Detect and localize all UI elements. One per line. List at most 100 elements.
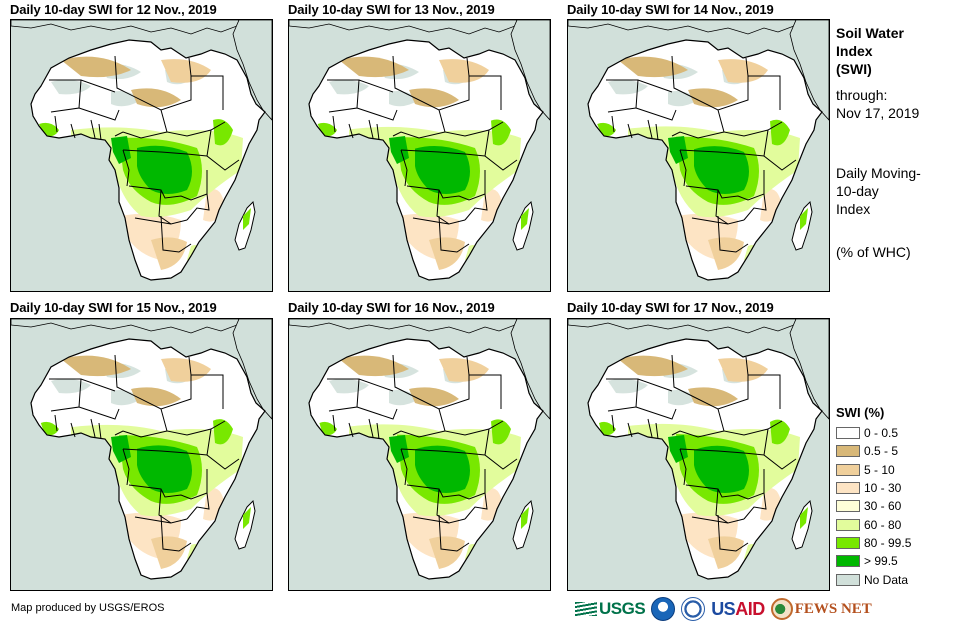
noaa-logo-icon — [651, 597, 676, 621]
country-border — [655, 123, 659, 141]
country-border — [717, 408, 783, 436]
panel-title-5: Daily 10-day SWI for 16 Nov., 2019 — [288, 300, 495, 315]
wet-zone — [111, 136, 131, 164]
legend-swatch — [836, 463, 860, 476]
country-border — [655, 422, 659, 440]
country-border — [134, 217, 172, 225]
panel-title-4: Daily 10-day SWI for 15 Nov., 2019 — [10, 300, 217, 315]
arabia-outline — [789, 20, 829, 121]
country-border — [679, 149, 687, 187]
country-border — [54, 115, 58, 133]
country-border — [671, 354, 749, 410]
map-panel-1 — [10, 19, 273, 292]
country-border — [717, 109, 783, 137]
legend-label: 0 - 0.5 — [864, 426, 899, 441]
country-border — [206, 129, 240, 171]
dry-zone — [688, 88, 738, 108]
country-border — [122, 149, 208, 157]
country-border — [332, 414, 336, 432]
country-border — [436, 189, 466, 225]
map-panel-4 — [10, 318, 273, 591]
country-border — [392, 354, 470, 410]
country-border — [78, 406, 120, 420]
swi-layer — [319, 355, 529, 569]
country-border — [206, 428, 240, 470]
usaid-us-text: US — [711, 598, 736, 619]
country-border — [438, 514, 470, 552]
dry-zone — [61, 355, 131, 377]
panel-title-6: Daily 10-day SWI for 17 Nov., 2019 — [567, 300, 774, 315]
legend-item: No Data — [836, 570, 911, 588]
africa-coastline — [587, 338, 823, 580]
country-border — [438, 215, 470, 253]
country-border — [691, 217, 729, 225]
country-border — [90, 418, 96, 438]
country-border — [464, 492, 488, 520]
country-border — [356, 107, 398, 121]
fewsnet-logo: FEWS NET — [770, 598, 872, 620]
sidebar-title: Soil Water Index (SWI) — [836, 24, 904, 78]
wet-zone — [319, 421, 337, 436]
dry-zone — [429, 237, 465, 270]
dry-zone — [618, 355, 688, 377]
wet-zone — [111, 435, 131, 463]
country-border — [158, 189, 188, 225]
wet-zone — [137, 445, 192, 493]
usgs-logo: USGS — [575, 599, 646, 619]
arabia-outline — [510, 319, 550, 420]
legend-label: 60 - 80 — [864, 517, 902, 532]
europe-outline — [568, 319, 797, 334]
legend-item: 0.5 - 5 — [836, 442, 911, 460]
map-panel-5 — [288, 318, 551, 591]
europe-outline — [289, 319, 518, 334]
wet-zone — [694, 445, 749, 493]
legend-swatch — [836, 573, 860, 586]
country-border — [392, 131, 446, 139]
country-border — [400, 149, 408, 187]
description-block: Daily Moving- 10-day Index — [836, 164, 921, 218]
country-border — [368, 418, 374, 438]
sidebar-title-line-2: Index — [836, 43, 873, 59]
dry-zone — [161, 59, 211, 83]
usaid-aid-text: AID — [735, 598, 765, 619]
country-border — [469, 75, 502, 110]
africa-map — [11, 20, 272, 291]
dry-zone — [339, 355, 409, 377]
madagascar-wet-zone — [800, 507, 808, 529]
country-border — [122, 448, 130, 486]
madagascar-wet-zone — [800, 208, 808, 230]
country-border — [158, 488, 188, 524]
country-border — [122, 149, 130, 187]
country-border — [114, 354, 192, 410]
country-border — [114, 430, 168, 438]
legend-swatch — [836, 518, 860, 531]
swi-layer — [597, 56, 808, 270]
madagascar-wet-zone — [521, 208, 529, 230]
usgs-logo-text: USGS — [599, 599, 646, 618]
partner-logos: USGS USAID FEWS NET — [575, 596, 872, 622]
wet-zone — [694, 146, 749, 194]
country-border — [679, 448, 687, 486]
country-border — [717, 215, 749, 253]
country-border — [191, 374, 224, 409]
panel-title-2: Daily 10-day SWI for 13 Nov., 2019 — [288, 2, 495, 17]
sidebar-title-line-1: Soil Water — [836, 25, 904, 41]
dry-zone — [439, 59, 489, 83]
units-label: (% of WHC) — [836, 244, 911, 260]
dry-zone — [439, 358, 489, 382]
map-panel-2 — [288, 19, 551, 292]
dry-zone — [161, 358, 211, 382]
arabia-outline — [232, 319, 272, 420]
country-border — [186, 193, 210, 221]
legend: 0 - 0.5 0.5 - 5 5 - 10 10 - 30 30 - 60 6… — [836, 424, 911, 589]
panel-title-3: Daily 10-day SWI for 14 Nov., 2019 — [567, 2, 774, 17]
country-border — [134, 516, 172, 524]
legend-swatch — [836, 427, 860, 440]
country-border — [186, 492, 210, 520]
madagascar-wet-zone — [243, 208, 251, 230]
wet-zone — [389, 136, 409, 164]
legend-label: 80 - 99.5 — [864, 535, 912, 550]
country-border — [400, 448, 486, 456]
fewsnet-logo-text: FEWS NET — [794, 600, 872, 617]
country-border — [376, 422, 380, 440]
